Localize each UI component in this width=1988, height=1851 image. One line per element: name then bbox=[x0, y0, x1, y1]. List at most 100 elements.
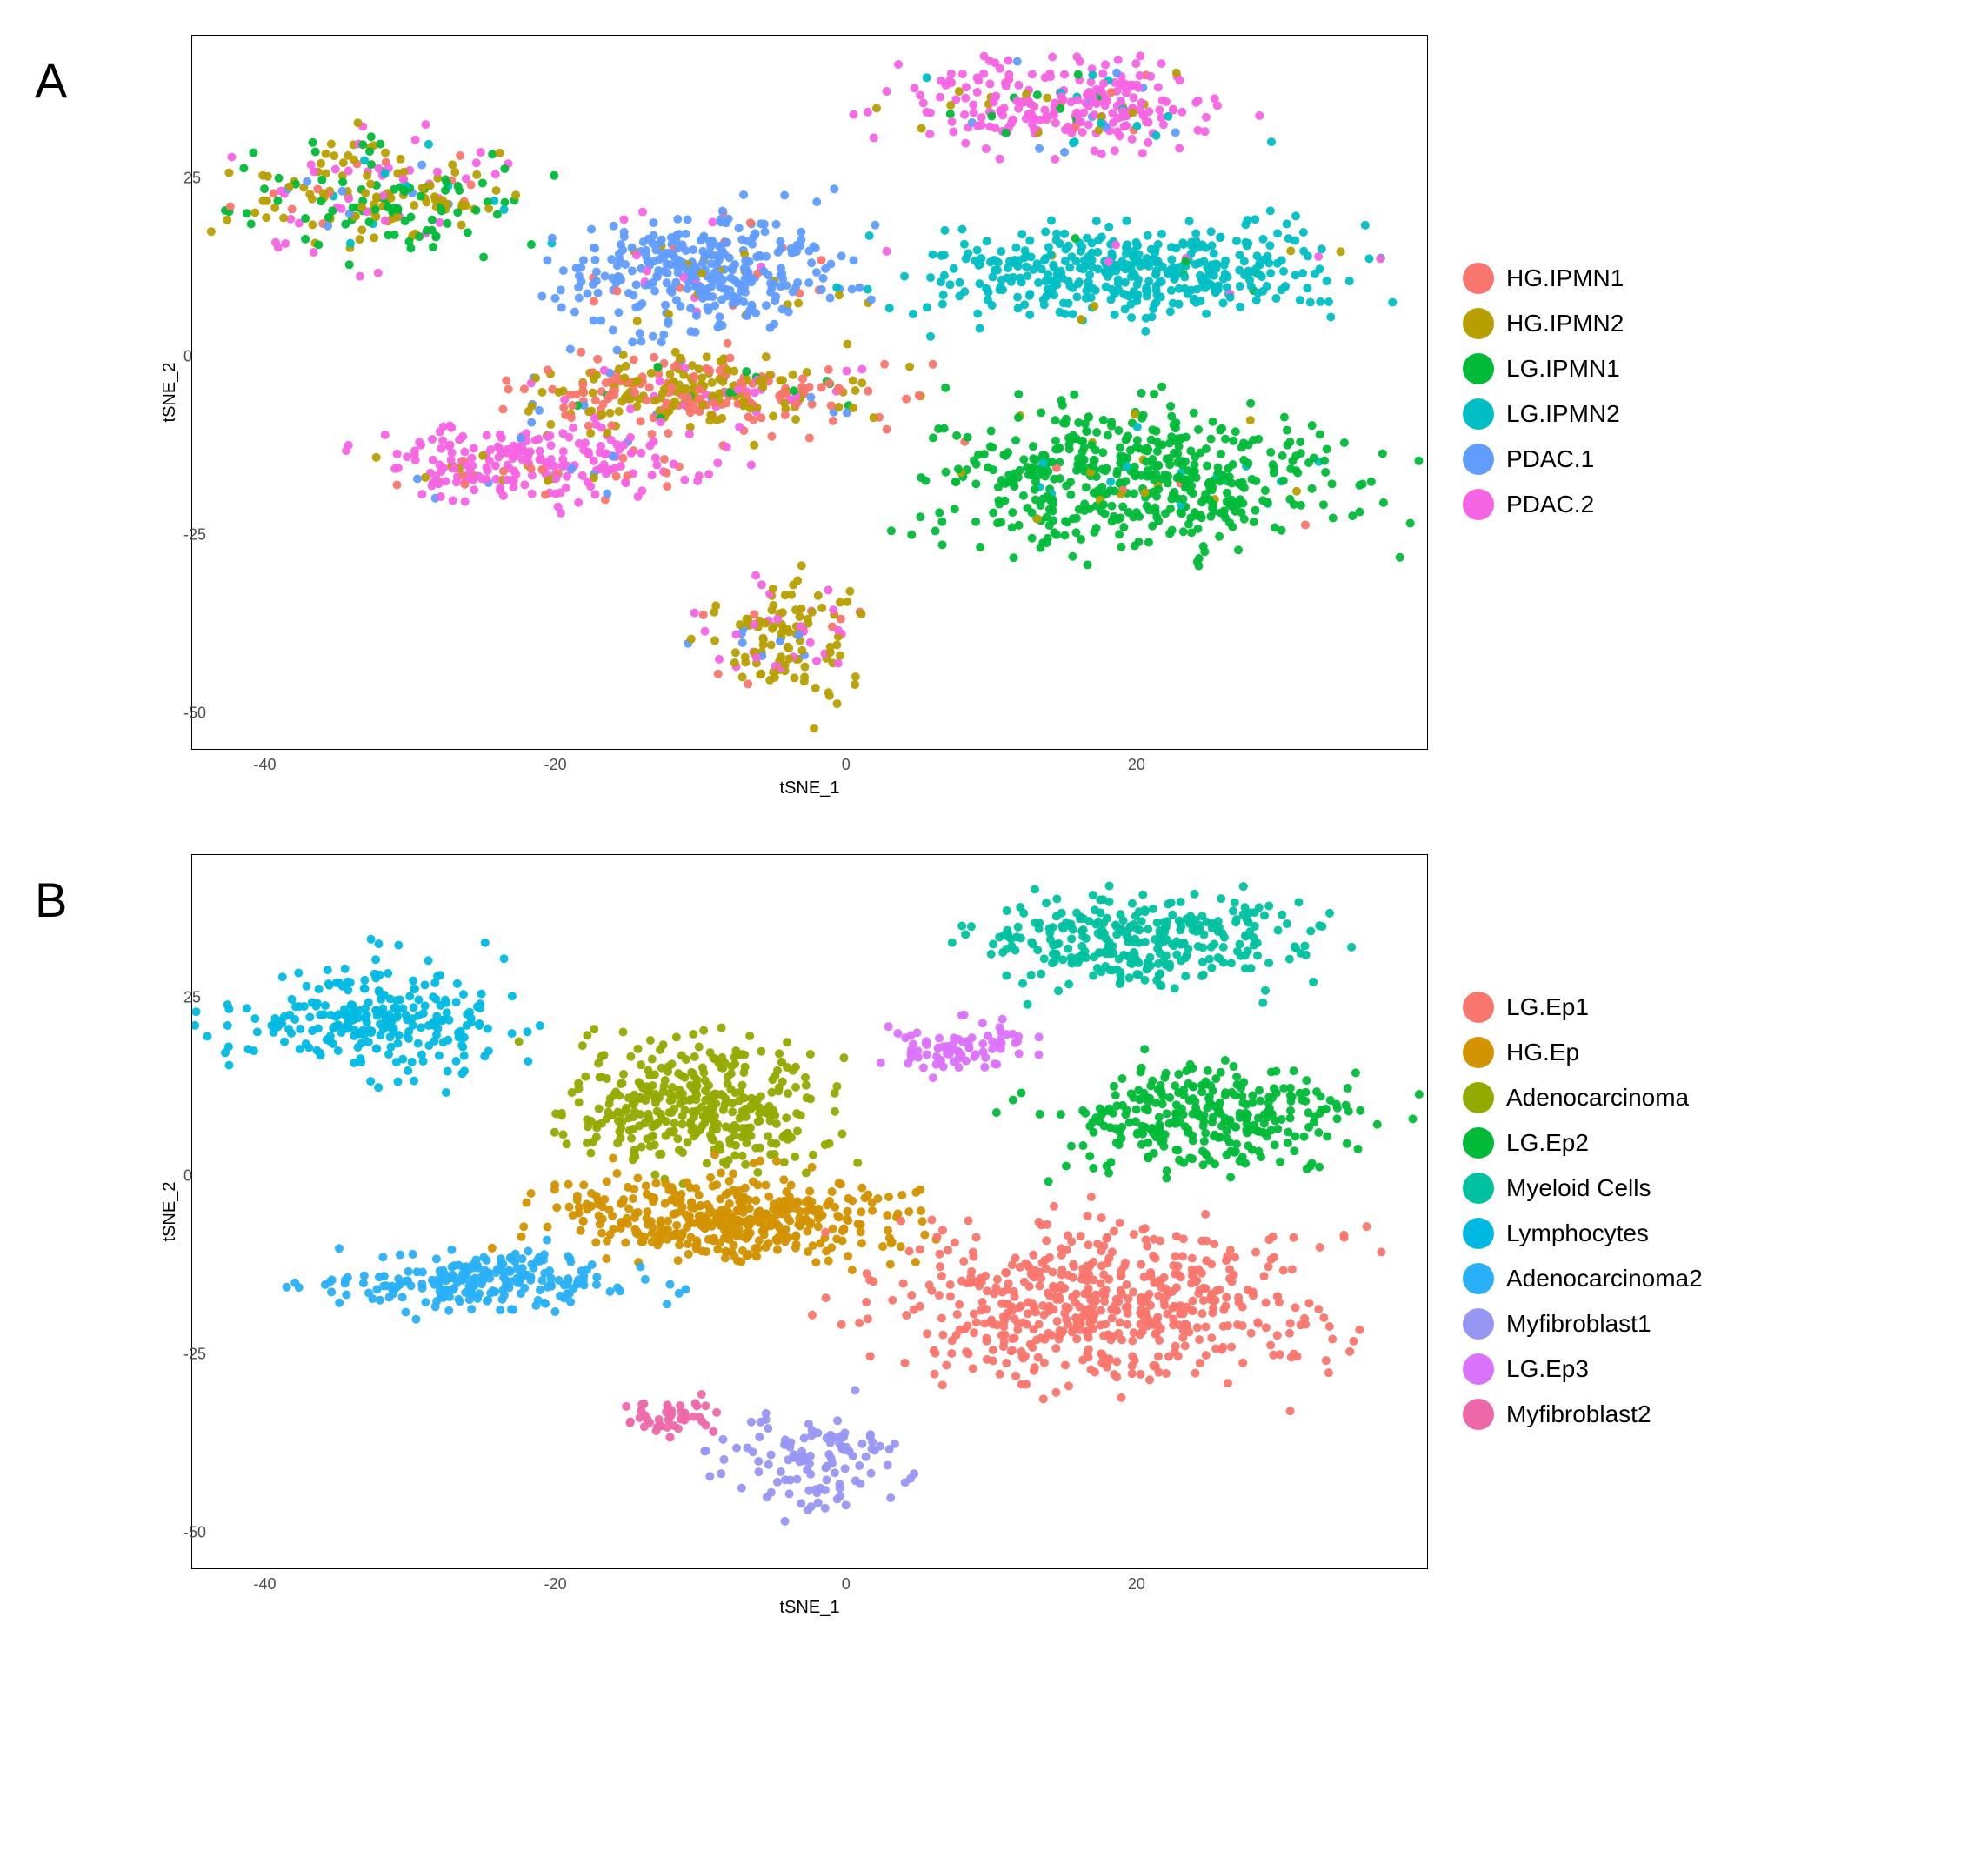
scatter-point bbox=[766, 279, 775, 288]
scatter-point bbox=[418, 1268, 427, 1277]
scatter-point bbox=[1140, 976, 1149, 985]
scatter-point bbox=[1171, 437, 1180, 445]
scatter-point bbox=[1377, 1247, 1385, 1256]
scatter-point bbox=[1396, 553, 1404, 562]
scatter-point bbox=[1237, 481, 1246, 490]
scatter-point bbox=[857, 1207, 865, 1216]
scatter-point bbox=[729, 1169, 737, 1178]
scatter-point bbox=[1367, 478, 1376, 486]
scatter-point bbox=[1028, 534, 1037, 543]
scatter-point bbox=[317, 176, 326, 184]
scatter-point bbox=[721, 1094, 730, 1103]
scatter-point bbox=[1202, 1151, 1211, 1159]
scatter-point bbox=[668, 402, 677, 411]
scatter-point bbox=[441, 996, 450, 1005]
legend-label: LG.IPMN2 bbox=[1506, 400, 1620, 428]
scatter-point bbox=[604, 391, 613, 400]
scatter-point bbox=[643, 266, 651, 275]
scatter-point bbox=[1195, 1335, 1204, 1344]
scatter-point bbox=[787, 244, 796, 253]
scatter-point bbox=[663, 1300, 671, 1308]
scatter-point bbox=[386, 1015, 395, 1024]
scatter-point bbox=[951, 478, 960, 486]
scatter-point bbox=[773, 615, 782, 624]
scatter-point bbox=[630, 1149, 638, 1158]
scatter-point bbox=[1244, 1111, 1252, 1119]
scatter-point bbox=[654, 266, 663, 275]
scatter-point bbox=[1298, 269, 1307, 277]
scatter-point bbox=[1267, 1126, 1276, 1134]
scatter-point bbox=[1096, 895, 1104, 904]
scatter-point bbox=[647, 1133, 656, 1141]
scatter-point bbox=[1042, 1264, 1051, 1273]
scatter-point bbox=[1223, 498, 1231, 506]
scatter-point bbox=[1178, 461, 1187, 470]
scatter-point bbox=[1064, 1381, 1073, 1390]
scatter-point bbox=[385, 1293, 394, 1301]
scatter-point bbox=[1221, 435, 1230, 444]
scatter-point bbox=[443, 178, 451, 187]
scatter-point bbox=[1177, 919, 1185, 927]
scatter-point bbox=[1050, 110, 1058, 119]
scatter-point bbox=[1191, 260, 1200, 269]
scatter-point bbox=[955, 278, 964, 287]
scatter-point bbox=[1172, 1114, 1181, 1123]
scatter-point bbox=[1261, 986, 1270, 995]
scatter-point bbox=[620, 373, 629, 382]
scatter-point bbox=[572, 264, 581, 272]
scatter-point bbox=[754, 1208, 763, 1217]
scatter-point bbox=[1131, 1117, 1140, 1126]
scatter-point bbox=[715, 389, 724, 398]
scatter-point bbox=[744, 1196, 753, 1205]
scatter-point bbox=[330, 151, 338, 160]
scatter-point bbox=[812, 657, 821, 665]
scatter-point bbox=[609, 452, 617, 461]
scatter-point bbox=[1167, 286, 1176, 295]
scatter-point bbox=[817, 285, 826, 294]
scatter-point bbox=[1161, 923, 1170, 932]
scatter-point bbox=[1144, 925, 1152, 933]
scatter-point bbox=[663, 482, 671, 491]
scatter-point bbox=[732, 631, 741, 639]
scatter-point bbox=[775, 391, 784, 400]
scatter-point bbox=[615, 273, 624, 282]
scatter-point bbox=[631, 1209, 640, 1218]
scatter-point bbox=[508, 454, 517, 463]
scatter-point bbox=[907, 1291, 916, 1300]
scatter-point bbox=[1154, 83, 1163, 91]
scatter-point bbox=[593, 1120, 602, 1129]
scatter-point bbox=[1016, 903, 1024, 912]
scatter-point bbox=[830, 184, 838, 193]
scatter-point bbox=[677, 1232, 686, 1240]
scatter-point bbox=[955, 291, 964, 300]
scatter-point bbox=[692, 1236, 701, 1245]
scatter-point bbox=[1078, 1141, 1087, 1150]
scatter-point bbox=[1151, 469, 1160, 478]
scatter-point bbox=[555, 388, 564, 397]
scatter-point bbox=[671, 236, 680, 244]
scatter-point bbox=[612, 1169, 621, 1178]
scatter-point bbox=[1097, 118, 1105, 127]
scatter-point bbox=[1084, 413, 1093, 422]
scatter-point bbox=[1110, 1082, 1118, 1091]
scatter-point bbox=[904, 1207, 913, 1216]
scatter-point bbox=[410, 1077, 418, 1086]
scatter-point bbox=[973, 122, 982, 130]
scatter-point bbox=[1099, 1241, 1108, 1250]
scatter-point bbox=[797, 646, 806, 655]
scatter-point bbox=[1144, 231, 1152, 240]
scatter-point bbox=[661, 1076, 670, 1085]
scatter-point bbox=[1185, 1153, 1194, 1162]
scatter-point bbox=[880, 360, 889, 369]
scatter-point bbox=[1089, 972, 1097, 980]
scatter-point bbox=[344, 151, 352, 160]
scatter-point bbox=[686, 1081, 695, 1090]
scatter-point bbox=[1077, 315, 1085, 324]
scatter-point bbox=[960, 110, 969, 119]
legend-label: PDAC.1 bbox=[1506, 445, 1594, 473]
scatter-point bbox=[950, 1057, 958, 1066]
scatter-point bbox=[1130, 1230, 1138, 1239]
scatter-point bbox=[919, 1063, 928, 1072]
scatter-point bbox=[1233, 1080, 1242, 1089]
scatter-point bbox=[827, 401, 836, 410]
